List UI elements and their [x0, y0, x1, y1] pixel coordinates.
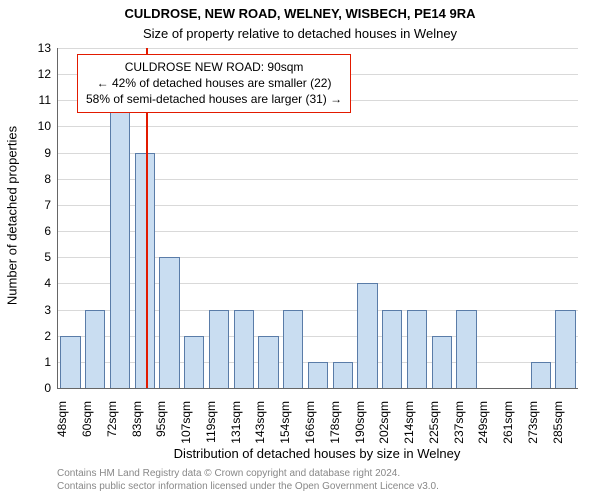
xtick-label: 72sqm	[105, 401, 119, 461]
xtick-label: 202sqm	[377, 401, 391, 461]
bar	[135, 153, 155, 388]
xtick-label: 214sqm	[402, 401, 416, 461]
bar	[382, 310, 402, 388]
xtick-label: 154sqm	[278, 401, 292, 461]
xtick-label: 60sqm	[80, 401, 94, 461]
bar	[234, 310, 254, 388]
ytick-label: 12	[27, 67, 51, 81]
legend-line: 58% of semi-detached houses are larger (…	[86, 91, 342, 107]
bar	[184, 336, 204, 388]
bar	[531, 362, 551, 388]
ytick-label: 5	[27, 250, 51, 264]
ytick-label: 4	[27, 276, 51, 290]
bar	[85, 310, 105, 388]
ytick-label: 7	[27, 198, 51, 212]
xtick-label: 166sqm	[303, 401, 317, 461]
xtick-label: 225sqm	[427, 401, 441, 461]
xtick-label: 107sqm	[179, 401, 193, 461]
xtick-label: 285sqm	[551, 401, 565, 461]
ytick-label: 6	[27, 224, 51, 238]
xtick-label: 119sqm	[204, 401, 218, 461]
ytick-label: 2	[27, 329, 51, 343]
bar	[456, 310, 476, 388]
bar	[555, 310, 575, 388]
footer-line2: Contains public sector information licen…	[57, 481, 439, 492]
xtick-label: 273sqm	[526, 401, 540, 461]
bar	[110, 74, 130, 388]
legend-line: ← 42% of detached houses are smaller (22…	[86, 75, 342, 91]
bar	[60, 336, 80, 388]
bar	[308, 362, 328, 388]
bar	[209, 310, 229, 388]
bar	[407, 310, 427, 388]
bar	[357, 283, 377, 388]
xtick-label: 178sqm	[328, 401, 342, 461]
y-axis-label: Number of detached properties	[5, 116, 20, 316]
xtick-label: 143sqm	[253, 401, 267, 461]
footer-line1: Contains HM Land Registry data © Crown c…	[57, 468, 400, 479]
xtick-label: 190sqm	[353, 401, 367, 461]
gridline	[58, 48, 578, 49]
xtick-label: 95sqm	[154, 401, 168, 461]
xtick-label: 261sqm	[501, 401, 515, 461]
xtick-label: 131sqm	[229, 401, 243, 461]
bar	[432, 336, 452, 388]
xtick-label: 83sqm	[130, 401, 144, 461]
legend-line: CULDROSE NEW ROAD: 90sqm	[86, 59, 342, 75]
bar	[159, 257, 179, 388]
bar	[283, 310, 303, 388]
gridline	[58, 126, 578, 127]
xtick-label: 48sqm	[55, 401, 69, 461]
ytick-label: 3	[27, 303, 51, 317]
ytick-label: 1	[27, 355, 51, 369]
bar	[258, 336, 278, 388]
xtick-label: 249sqm	[476, 401, 490, 461]
xtick-label: 237sqm	[452, 401, 466, 461]
chart-container: CULDROSE, NEW ROAD, WELNEY, WISBECH, PE1…	[0, 0, 600, 500]
ytick-label: 9	[27, 146, 51, 160]
ytick-label: 13	[27, 41, 51, 55]
legend-box: CULDROSE NEW ROAD: 90sqm ← 42% of detach…	[77, 54, 351, 113]
ytick-label: 11	[27, 93, 51, 107]
chart-title-line1: CULDROSE, NEW ROAD, WELNEY, WISBECH, PE1…	[0, 6, 600, 21]
ytick-label: 8	[27, 172, 51, 186]
bar	[333, 362, 353, 388]
ytick-label: 0	[27, 381, 51, 395]
chart-title-line2: Size of property relative to detached ho…	[0, 26, 600, 41]
ytick-label: 10	[27, 119, 51, 133]
